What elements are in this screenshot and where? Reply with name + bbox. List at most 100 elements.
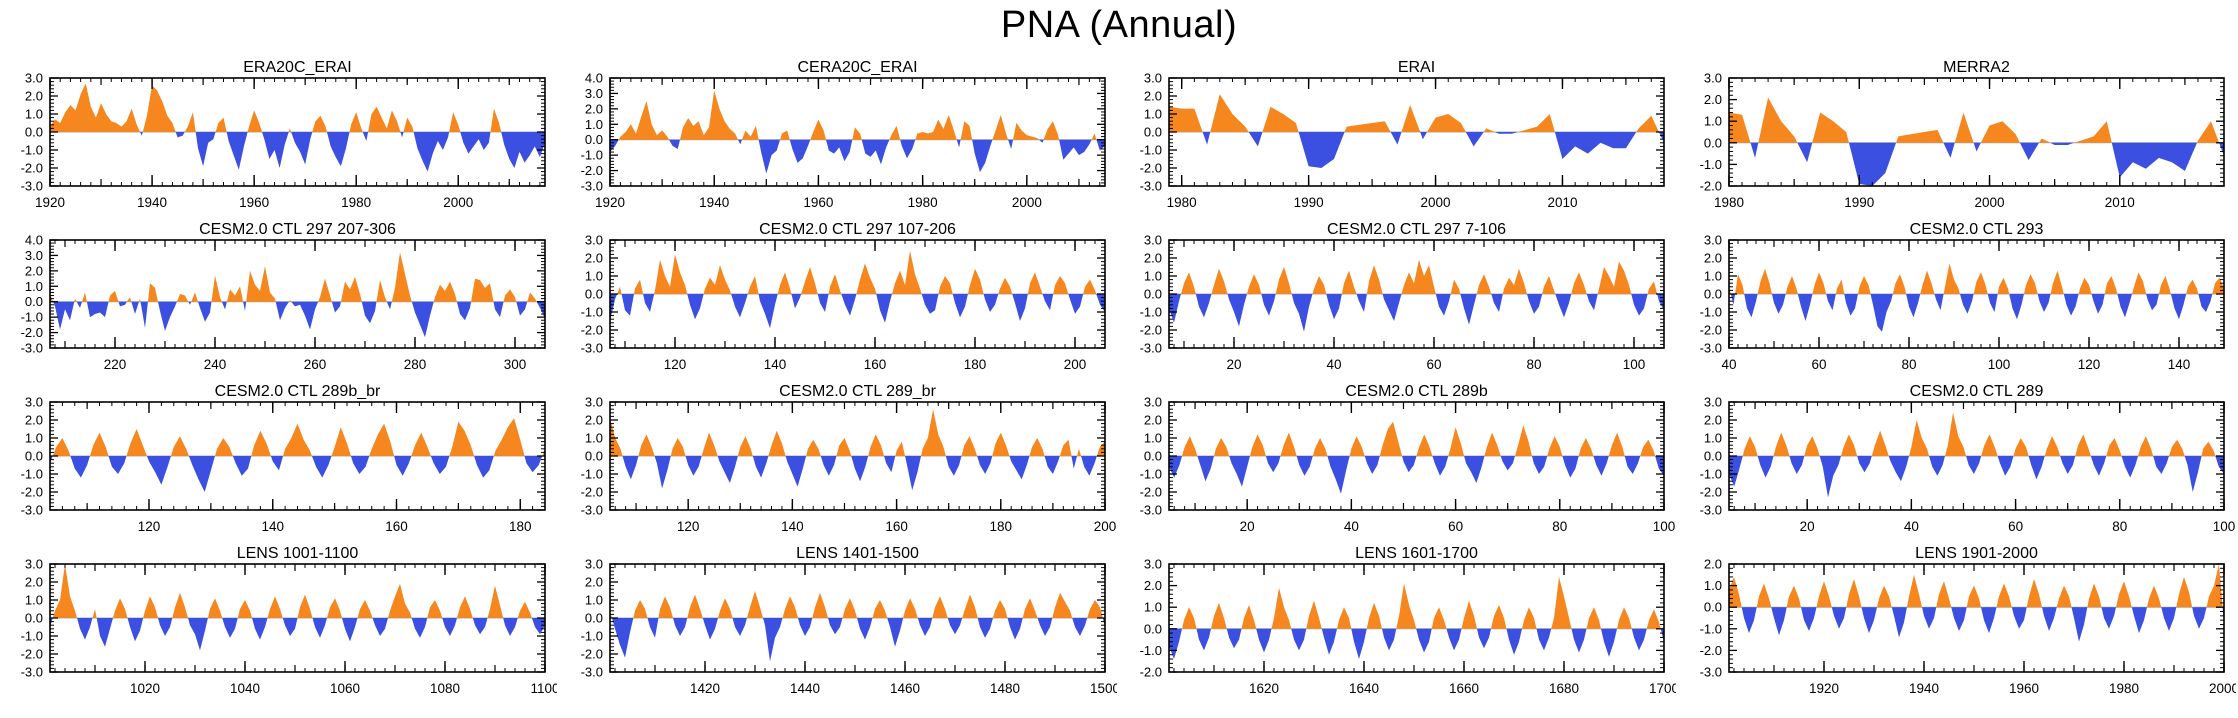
x-tick-label: 80: [1553, 519, 1568, 534]
positive-area: [50, 564, 546, 618]
plot-frame: [608, 401, 1106, 511]
y-tick-label: -1.0: [21, 310, 43, 325]
y-tick-label: 1.0: [585, 117, 603, 132]
y-tick-label: 2.0: [25, 575, 43, 590]
x-tick-label: 140: [2167, 357, 2190, 372]
subplot-lens-1601-1700: LENS 1601-1700 1620 1640 1660 1680 1700 -2.0 -1…: [1119, 544, 1679, 706]
y-tick-label: 3.0: [1704, 233, 1722, 248]
y-tick-label: 3.0: [585, 557, 603, 572]
positive-area: [1169, 94, 1665, 132]
y-tick-label: -1.0: [1140, 467, 1162, 482]
y-tick-label: 1.0: [1704, 578, 1722, 593]
y-tick-label: -1.0: [1140, 305, 1162, 320]
chart-canvas-cesm2-ctl289-br: CESM2.0 CTL 289_br 120 140 160 180 200 -3.0 -2.…: [580, 383, 1116, 534]
x-tick-label: 160: [385, 519, 408, 534]
x-tick-label: 1940: [137, 195, 167, 210]
subplot-cesm2-ctl289b-br: CESM2.0 CTL 289b_br 120 140 160 180 -3.0 -2.0 -…: [0, 382, 560, 544]
subplot-title: LENS 1401-1500: [796, 545, 919, 562]
x-tick-label: 180: [509, 519, 532, 534]
x-tick-label: 1040: [230, 681, 260, 696]
charts-grid: ERA20C_ERAI 1920 1940 1960 1980 2000 -3.0 -2.0-…: [0, 58, 2238, 706]
y-tick-label: 0.0: [1144, 287, 1162, 302]
y-tick-label: -1.0: [1140, 143, 1162, 158]
negative-area: [609, 294, 1105, 329]
y-tick-label: -1.0: [1699, 467, 1721, 482]
y-tick-label: 1.0: [25, 593, 43, 608]
chart-canvas-cesm2-ctl289: CESM2.0 CTL 289 20 40 60 80 100 -3.0 -2.0 -1.0 0.…: [1699, 383, 2235, 534]
subplot-lens-1001-1100: LENS 1001-1100 1020 1040 1060 1080 1100 -3.0 -2…: [0, 544, 560, 706]
subplot-cesm2-ctl293: CESM2.0 CTL 293 40 60 80 100 120 140 -3.0 -2.0 -1…: [1679, 220, 2238, 382]
positive-area: [1169, 259, 1665, 294]
x-tick-label: 40: [1721, 357, 1736, 372]
x-tick-label: 220: [104, 357, 127, 372]
x-tick-label: 140: [781, 519, 804, 534]
y-tick-label: -2.0: [580, 647, 602, 662]
plot-frame: [1168, 77, 1666, 187]
y-tick-label: -1.0: [1699, 157, 1721, 172]
subplot-title: ERA20C_ERAI: [244, 59, 353, 76]
x-tick-label: 1980: [1167, 195, 1197, 210]
y-tick-label: -2.0: [21, 161, 43, 176]
x-tick-label: 1960: [2009, 681, 2039, 696]
x-tick-label: 1680: [1549, 681, 1579, 696]
x-tick-label: 1660: [1449, 681, 1479, 696]
y-tick-label: 3.0: [585, 233, 603, 248]
positive-area: [609, 90, 1105, 140]
x-tick-label: 1980: [341, 195, 371, 210]
x-tick-label: 300: [504, 357, 527, 372]
x-tick-label: 80: [1527, 357, 1542, 372]
x-tick-label: 1420: [690, 681, 720, 696]
negative-area: [50, 618, 546, 651]
subplot-title: CESM2.0 CTL 297 7-106: [1327, 221, 1506, 238]
y-tick-label: 0.0: [1704, 135, 1722, 150]
y-tick-label: -2.0: [1140, 161, 1162, 176]
x-tick-label: 140: [262, 519, 285, 534]
negative-area: [1169, 132, 1665, 168]
plot-frame: [1727, 401, 2225, 511]
y-tick-label: 0.0: [25, 611, 43, 626]
subplot-title: LENS 1001-1100: [237, 545, 359, 562]
y-tick-label: 0.0: [585, 611, 603, 626]
negative-area: [1728, 607, 2224, 642]
y-tick-label: 2.0: [1144, 413, 1162, 428]
subplot-cesm2-ctl289b: CESM2.0 CTL 289b 20 40 60 80 100 -3.0 -2.0 -1.0 0…: [1119, 382, 1679, 544]
x-tick-label: 1920: [35, 195, 65, 210]
y-tick-label: 3.0: [25, 557, 43, 572]
x-tick-label: 240: [204, 357, 227, 372]
positive-area: [1728, 97, 2224, 143]
y-tick-label: -2.0: [1699, 643, 1721, 658]
plot-frame: [1727, 239, 2225, 349]
plot-frame: [49, 401, 547, 511]
negative-area: [609, 139, 1105, 174]
subplot-cesm2-ctl289-br: CESM2.0 CTL 289_br 120 140 160 180 200 -3.0 -2.…: [560, 382, 1120, 544]
x-tick-label: 260: [304, 357, 327, 372]
chart-canvas-lens-1601-1700: LENS 1601-1700 1620 1640 1660 1680 1700 -2.0 -1…: [1140, 545, 1676, 696]
y-tick-label: -2.0: [1140, 485, 1162, 500]
x-tick-label: 1640: [1349, 681, 1379, 696]
page-header: PNA (Annual): [0, 0, 2238, 58]
x-tick-label: 140: [763, 357, 786, 372]
y-tick-label: -3.0: [580, 341, 602, 356]
y-tick-label: 1.0: [25, 107, 43, 122]
subplot-title: CESM2.0 CTL 297 107-206: [759, 221, 956, 238]
negative-area: [50, 456, 546, 492]
y-tick-label: 3.0: [1144, 557, 1162, 572]
x-tick-label: 60: [1448, 519, 1463, 534]
y-tick-label: 0.0: [1144, 125, 1162, 140]
positive-area: [1728, 263, 2224, 294]
x-tick-label: 1980: [2109, 681, 2139, 696]
y-tick-label: 2.0: [585, 251, 603, 266]
y-tick-label: 2.0: [1704, 92, 1722, 107]
subplot-cera20c-erai: CERA20C_ERAI 1920 1940 1960 1980 2000 -3.0 -2.0…: [560, 58, 1120, 220]
x-tick-label: 1920: [595, 195, 625, 210]
y-tick-label: -3.0: [21, 341, 43, 356]
subplot-lens-1901-2000: LENS 1901-2000 1920 1940 1960 1980 2000 -3.0 -2…: [1679, 544, 2238, 706]
y-tick-label: -2.0: [21, 485, 43, 500]
plot-frame: [1727, 563, 2225, 673]
x-tick-label: 2010: [2105, 195, 2135, 210]
plot-frame: [1168, 239, 1666, 349]
negative-area: [1728, 294, 2224, 332]
negative-area: [1169, 456, 1665, 494]
x-tick-label: 20: [1240, 519, 1255, 534]
y-tick-label: 1.0: [1144, 107, 1162, 122]
